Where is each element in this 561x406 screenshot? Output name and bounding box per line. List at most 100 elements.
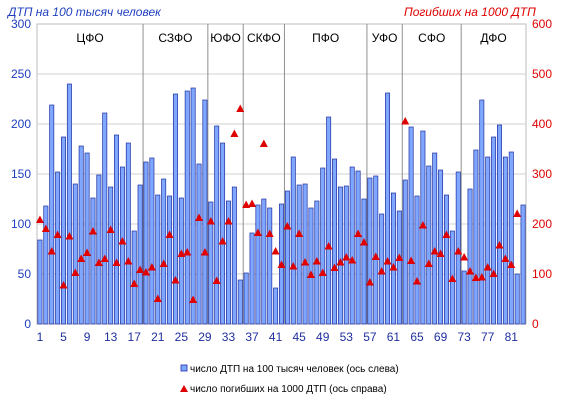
triangle-marker xyxy=(141,268,150,276)
bar xyxy=(220,142,226,325)
triangle-marker xyxy=(430,247,439,255)
left-axis-tick-label: 50 xyxy=(18,267,32,281)
x-axis-tick-label: 45 xyxy=(292,330,306,344)
left-axis-tick-label: 300 xyxy=(11,17,31,31)
bar xyxy=(302,183,308,325)
triangle-marker xyxy=(407,256,416,264)
bar xyxy=(332,158,337,325)
district-label: ДФО xyxy=(480,31,506,45)
bars-layer xyxy=(37,83,526,325)
district-label: ПФО xyxy=(312,31,339,45)
bar xyxy=(78,145,84,325)
x-axis-tick-label: 37 xyxy=(245,330,259,344)
triangle-marker xyxy=(53,230,62,238)
bar xyxy=(178,197,184,325)
triangle-marker xyxy=(301,258,310,266)
x-axis-tick-label: 53 xyxy=(340,330,354,344)
left-axis-tick-label: 100 xyxy=(11,217,31,231)
district-label: СФО xyxy=(418,31,445,45)
bar xyxy=(443,194,449,325)
triangle-marker xyxy=(147,263,156,271)
bar xyxy=(473,149,479,325)
bar xyxy=(167,195,173,325)
bar xyxy=(119,166,125,325)
triangle-marker xyxy=(395,253,404,261)
legend: число ДТП на 100 тысяч человек (ось слев… xyxy=(180,364,399,395)
bar xyxy=(190,87,196,325)
bar xyxy=(49,104,55,325)
triangle-marker xyxy=(354,229,363,237)
markers-layer xyxy=(35,104,522,303)
bar xyxy=(214,125,220,325)
bar xyxy=(349,166,355,325)
bar xyxy=(373,175,379,325)
bar xyxy=(408,126,414,325)
district-label: УФО xyxy=(372,31,398,45)
triangle-marker xyxy=(130,279,139,287)
x-axis-tick-label: 61 xyxy=(387,330,401,344)
triangle-marker xyxy=(65,232,74,240)
triangle-marker xyxy=(312,257,321,265)
x-axis-tick-label: 77 xyxy=(481,330,495,344)
bar xyxy=(479,99,485,325)
ticks-layer: 0 50 100 150 200 250 300 0 100 200 300 400 500 600 1 5 9… xyxy=(11,17,552,344)
bar xyxy=(296,184,302,325)
bar xyxy=(172,93,178,325)
left-axis-tick-label: 250 xyxy=(11,67,31,81)
bar xyxy=(143,161,149,325)
triangle-marker xyxy=(242,200,251,208)
right-axis-tick-label: 600 xyxy=(532,17,552,31)
bar xyxy=(290,156,296,325)
bar xyxy=(432,152,438,325)
bar xyxy=(66,83,72,325)
bar xyxy=(491,136,497,325)
bar xyxy=(438,169,444,325)
bar xyxy=(184,90,190,325)
triangle-marker xyxy=(136,265,145,273)
triangle-marker xyxy=(348,256,357,264)
bar xyxy=(226,200,231,325)
district-label: СЗФО xyxy=(158,31,192,45)
triangle-marker xyxy=(77,254,86,262)
legend-marker-triangles xyxy=(180,385,188,392)
left-axis-tick-label: 200 xyxy=(11,117,31,131)
bar xyxy=(367,177,373,325)
triangle-marker xyxy=(289,262,298,270)
triangle-marker xyxy=(342,253,351,261)
x-axis-tick-label: 81 xyxy=(505,330,519,344)
triangle-marker xyxy=(377,267,386,275)
bar xyxy=(308,207,314,325)
bar xyxy=(396,210,402,325)
bar xyxy=(508,151,514,325)
left-axis-tick-label: 0 xyxy=(24,317,31,331)
district-label: ЮФО xyxy=(210,31,241,45)
bar xyxy=(267,207,273,325)
triangle-marker xyxy=(389,263,398,271)
triangle-marker xyxy=(336,258,345,266)
bar xyxy=(520,204,526,325)
triangle-marker xyxy=(436,249,445,257)
triangle-marker xyxy=(477,273,486,281)
right-axis-tick-label: 400 xyxy=(532,117,552,131)
triangle-marker xyxy=(507,260,516,268)
triangle-marker xyxy=(83,248,92,256)
x-axis-tick-label: 69 xyxy=(434,330,448,344)
bar xyxy=(461,270,467,325)
grid-layer xyxy=(37,24,526,324)
triangle-marker xyxy=(94,258,103,266)
bar xyxy=(84,152,90,325)
bar xyxy=(72,183,78,325)
triangle-marker xyxy=(195,213,204,221)
bar xyxy=(497,124,502,325)
bar xyxy=(131,230,137,325)
triangle-marker xyxy=(413,277,422,285)
right-axis-tick-label: 0 xyxy=(532,317,539,331)
district-layer: ЦФО СЗФО ЮФО СКФО ПФО УФО СФО ДФО xyxy=(76,31,506,45)
triangle-marker xyxy=(448,274,457,282)
bar xyxy=(149,157,155,325)
triangle-marker xyxy=(277,260,286,268)
right-axis-tick-label: 300 xyxy=(532,167,552,181)
x-axis-tick-label: 17 xyxy=(128,330,142,344)
triangle-marker xyxy=(466,267,475,275)
